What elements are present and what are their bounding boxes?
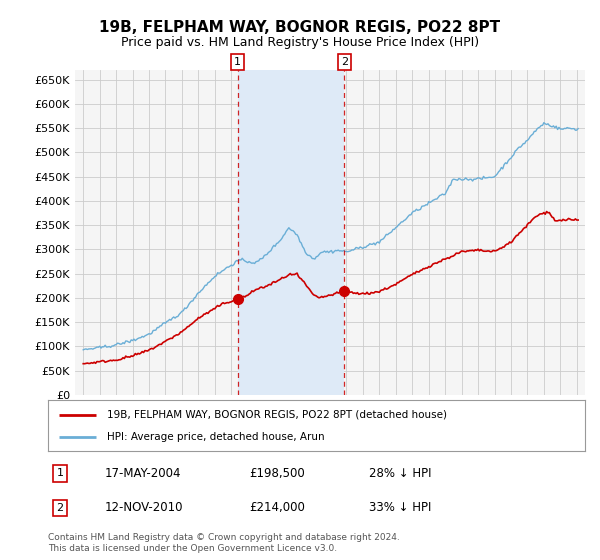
Text: 1: 1 bbox=[234, 57, 241, 67]
Text: 1: 1 bbox=[56, 468, 64, 478]
Text: 19B, FELPHAM WAY, BOGNOR REGIS, PO22 8PT (detached house): 19B, FELPHAM WAY, BOGNOR REGIS, PO22 8PT… bbox=[107, 409, 447, 419]
Text: Price paid vs. HM Land Registry's House Price Index (HPI): Price paid vs. HM Land Registry's House … bbox=[121, 36, 479, 49]
Bar bbox=[238, 70, 344, 395]
Text: £198,500: £198,500 bbox=[249, 466, 305, 480]
Text: 28% ↓ HPI: 28% ↓ HPI bbox=[369, 466, 431, 480]
Text: HPI: Average price, detached house, Arun: HPI: Average price, detached house, Arun bbox=[107, 432, 325, 442]
Text: 33% ↓ HPI: 33% ↓ HPI bbox=[369, 501, 431, 515]
Text: 19B, FELPHAM WAY, BOGNOR REGIS, PO22 8PT: 19B, FELPHAM WAY, BOGNOR REGIS, PO22 8PT bbox=[100, 20, 500, 35]
Text: £214,000: £214,000 bbox=[249, 501, 305, 515]
Text: 2: 2 bbox=[341, 57, 348, 67]
Text: 12-NOV-2010: 12-NOV-2010 bbox=[105, 501, 184, 515]
Text: 17-MAY-2004: 17-MAY-2004 bbox=[105, 466, 182, 480]
Text: Contains HM Land Registry data © Crown copyright and database right 2024.
This d: Contains HM Land Registry data © Crown c… bbox=[48, 533, 400, 553]
Text: 2: 2 bbox=[56, 503, 64, 513]
